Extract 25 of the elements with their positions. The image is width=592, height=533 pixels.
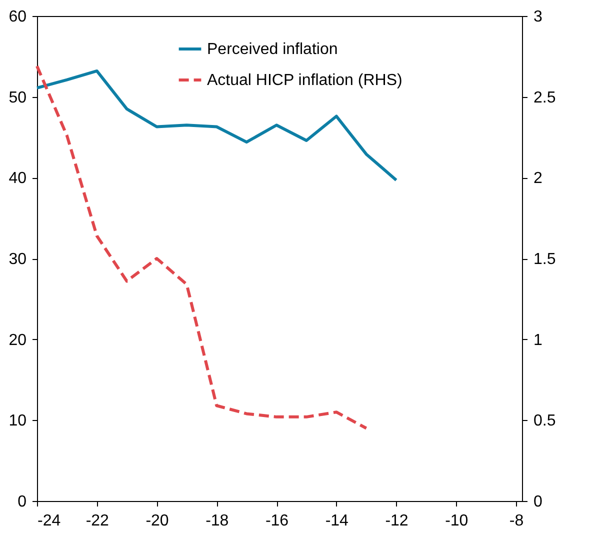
x-tick-label: -20 bbox=[146, 512, 169, 530]
x-tick-label: -10 bbox=[445, 512, 468, 530]
x-tick-label: -24 bbox=[38, 512, 61, 530]
y2-tick-label: 2.5 bbox=[534, 89, 556, 106]
y-tick-label: 0 bbox=[18, 494, 27, 510]
y2-tick-label: 0 bbox=[534, 494, 542, 510]
y2-tick-label: 1.5 bbox=[534, 251, 556, 268]
x-tick-label: -16 bbox=[265, 512, 289, 530]
legend-label: Actual HICP inflation (RHS) bbox=[207, 72, 402, 89]
y2-tick-label: 1 bbox=[534, 332, 542, 349]
x-tick-label: -14 bbox=[325, 512, 349, 530]
x-tick-label: -12 bbox=[385, 512, 408, 530]
y2-tick-label: 3 bbox=[534, 8, 542, 26]
x-tick-label: -18 bbox=[206, 512, 229, 530]
y-tick-label: 10 bbox=[8, 412, 27, 430]
y-tick-label: 20 bbox=[8, 332, 27, 349]
y-tick-label: 60 bbox=[8, 8, 27, 26]
y2-tick-label: 0.5 bbox=[534, 412, 556, 430]
x-tick-label: -22 bbox=[86, 512, 110, 530]
y-tick-label: 50 bbox=[8, 89, 27, 106]
y-tick-label: 40 bbox=[8, 170, 27, 188]
legend-label: Perceived inflation bbox=[207, 41, 338, 58]
y-tick-label: 30 bbox=[8, 251, 27, 268]
x-tick-label: -8 bbox=[509, 512, 524, 530]
y2-tick-label: 2 bbox=[534, 170, 542, 188]
